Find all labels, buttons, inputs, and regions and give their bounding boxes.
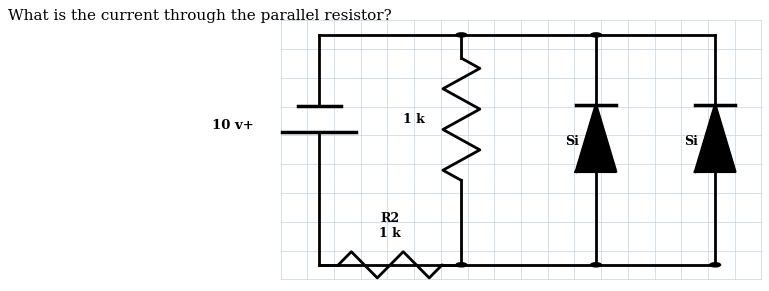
Circle shape (591, 33, 601, 37)
Polygon shape (576, 105, 616, 172)
Text: What is the current through the parallel resistor?: What is the current through the parallel… (8, 9, 391, 23)
Circle shape (456, 263, 467, 267)
Circle shape (456, 33, 467, 37)
Text: Si: Si (684, 135, 698, 148)
Polygon shape (695, 105, 735, 172)
Circle shape (591, 263, 601, 267)
Circle shape (710, 263, 721, 267)
Text: 10 v+: 10 v+ (212, 119, 254, 132)
Text: 1 k: 1 k (403, 113, 424, 126)
Text: Si: Si (565, 135, 579, 148)
Text: R2
1 k: R2 1 k (379, 212, 401, 240)
